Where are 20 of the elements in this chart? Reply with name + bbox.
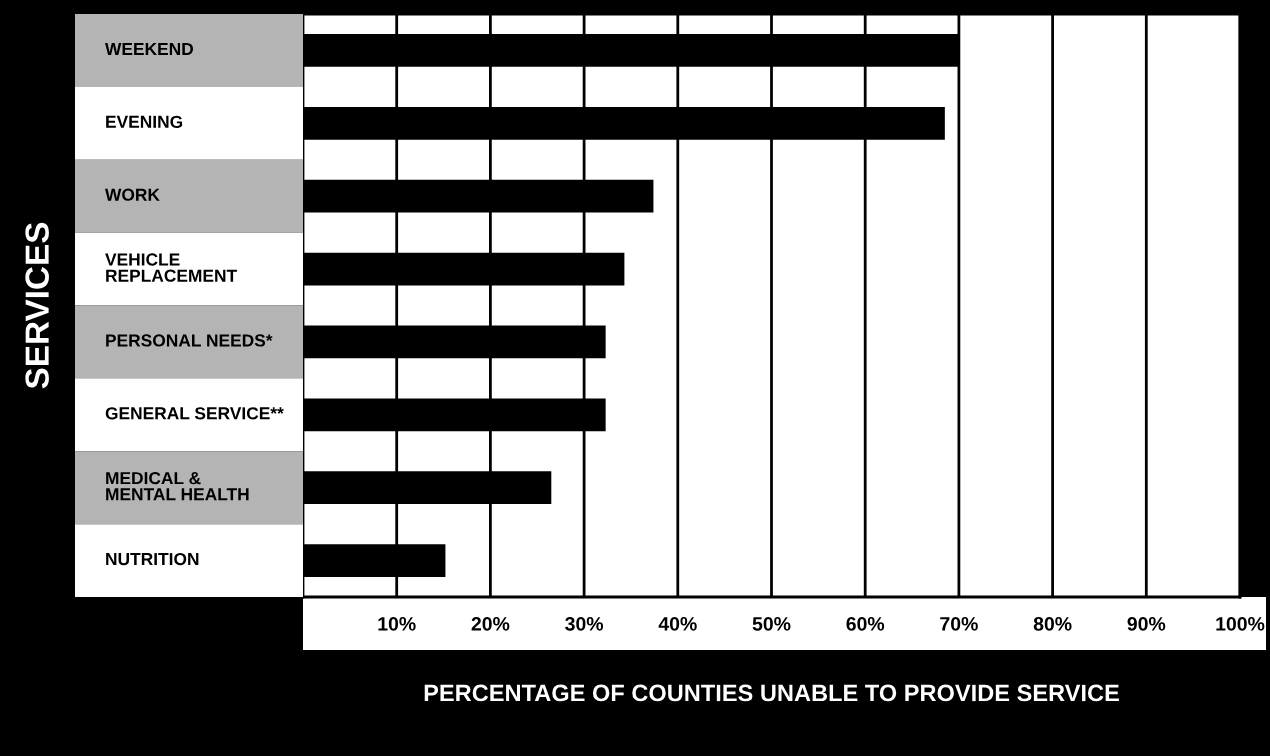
y-tick-label: EVENING [106, 115, 183, 128]
y-tick-label: WORK [105, 188, 160, 201]
x-tick-label: 50% [752, 616, 791, 631]
x-tick-label: 10% [378, 616, 416, 631]
y-tick-label: NUTRITION [106, 552, 199, 566]
y-tick-label: PERSONAL NEEDS* [106, 334, 273, 347]
x-tick-label: 20% [471, 616, 510, 631]
y-tick-label: WEEKEND [105, 42, 194, 55]
y-tick-label: MEDICAL & MENTAL HEALTH [106, 471, 249, 501]
y-tick-label: VEHICLE REPLACEMENT [105, 253, 237, 282]
x-tick-label: 60% [846, 616, 885, 631]
y-tick-label: GENERAL SERVICE** [105, 407, 284, 420]
x-tick-label: 40% [658, 616, 697, 631]
x-tick-label: 90% [1127, 616, 1166, 631]
x-tick-label: 70% [940, 616, 978, 631]
x-tick-label: 100% [1216, 616, 1265, 631]
x-axis-title: PERCENTAGE OF COUNTIES UNABLE TO PROVIDE SERVICE [424, 684, 1119, 702]
y-axis-title: SERVICES [25, 222, 49, 389]
x-tick-label: 80% [1033, 616, 1072, 631]
x-tick-label: 30% [565, 616, 604, 631]
